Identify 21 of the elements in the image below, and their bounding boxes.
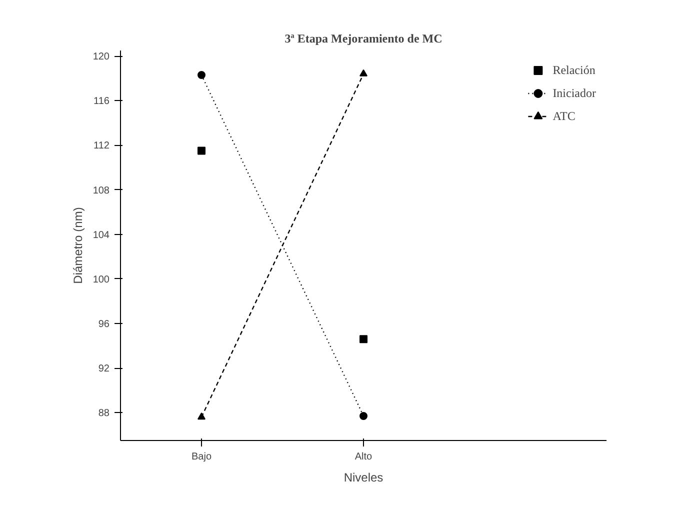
y-tick-label: 92: [98, 364, 110, 375]
y-axis-title: Diámetro (nm): [70, 207, 85, 284]
point: [198, 146, 206, 155]
y-tick-label: 108: [92, 185, 110, 196]
y-tick-label: 120: [92, 52, 110, 63]
y-tick-label: 112: [94, 140, 110, 152]
y-tick-label: 104: [92, 230, 110, 241]
legend-label: Iniciador: [552, 86, 596, 100]
point: [360, 412, 368, 420]
y-tick-label: 88: [98, 408, 110, 420]
legend-label: ATC: [552, 108, 576, 124]
y-tick-label: 116: [94, 96, 110, 108]
x-axis-title: Niveles: [344, 470, 384, 484]
y-tick-label: 96: [98, 319, 110, 330]
point: [360, 335, 368, 344]
x-tick-label: Alto: [354, 452, 373, 462]
legend-label: Relación: [552, 62, 596, 78]
x-tick-label: Bajo: [191, 452, 212, 462]
chart-title: 3ª Etapa Mejoramiento de MC: [284, 32, 442, 46]
point: [198, 71, 206, 80]
y-tick-label: 100: [92, 274, 110, 286]
